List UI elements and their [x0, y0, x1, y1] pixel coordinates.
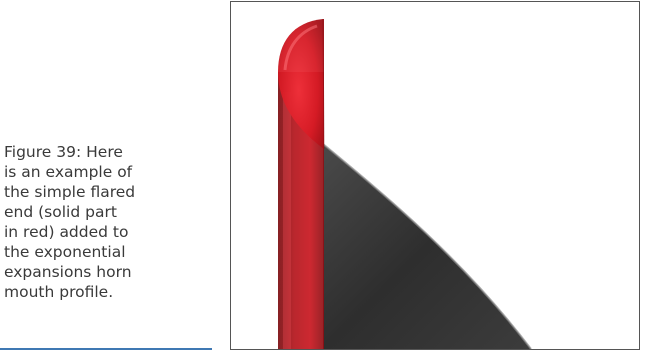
caption-line: expansions horn — [4, 263, 132, 281]
horn-profile-illustration — [278, 18, 532, 349]
red-wall-highlight — [283, 92, 291, 349]
caption-line: end (solid part — [4, 203, 117, 221]
caption-line: the simple flared — [4, 183, 136, 201]
caption-line: in red) added to — [4, 223, 129, 241]
caption-line: the exponential — [4, 243, 126, 261]
red-flare-cap-highlight — [283, 24, 318, 71]
red-flare-top-edge — [322, 18, 325, 150]
horn-profile-edge — [322, 143, 532, 349]
figure-caption: Figure 39: Here is an example of the sim… — [4, 142, 209, 302]
caption-line: mouth profile. — [4, 283, 114, 301]
caption-line: is an example of — [4, 163, 133, 181]
horn-mouth-figure — [230, 1, 640, 350]
caption-line: Figure 39: Here — [4, 143, 123, 161]
horn-profile-shape — [323, 144, 531, 349]
caption-divider — [0, 348, 212, 350]
